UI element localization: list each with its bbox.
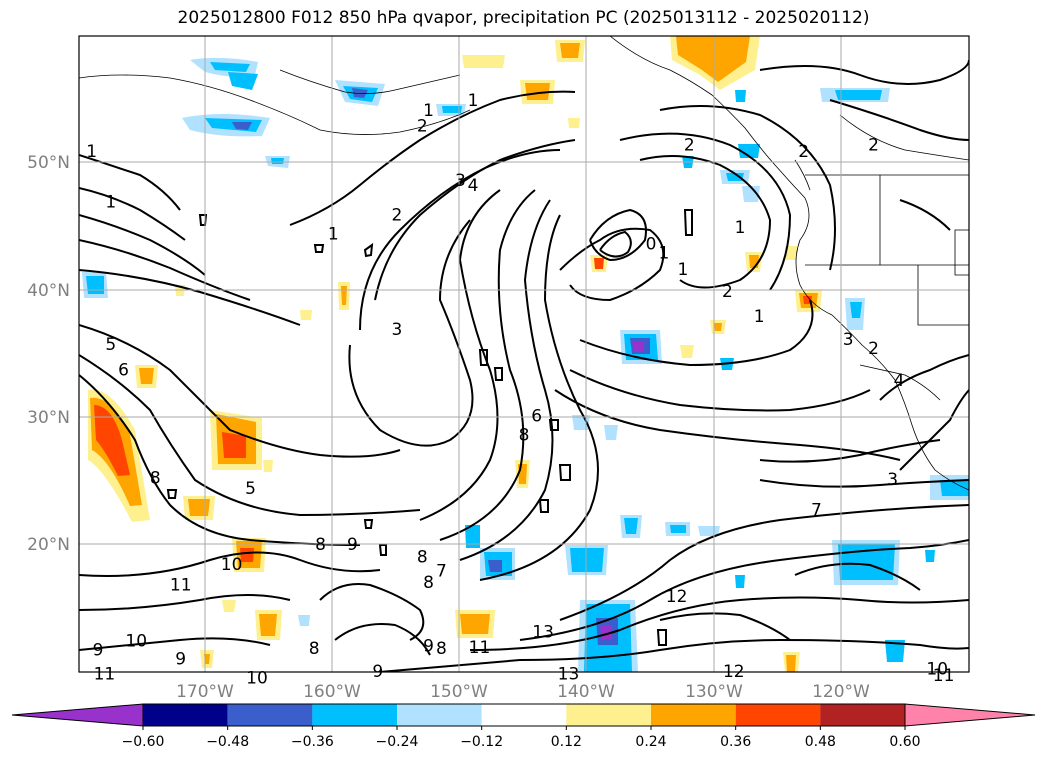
lat-label-40n: 40°N [27, 281, 70, 301]
lon-label-130w: 130°W [685, 682, 743, 702]
contour-label: 6 [118, 361, 129, 381]
lon-label-120w: 120°W [812, 682, 870, 702]
lon-label-150w: 150°W [430, 682, 488, 702]
contour-label: 3 [843, 330, 854, 350]
contour-label: 13 [558, 665, 580, 685]
colorbar-segment [566, 704, 651, 726]
coastlines [79, 36, 969, 491]
colorbar-tick-label: 0.60 [889, 734, 920, 750]
lon-label-140w: 140°W [557, 682, 615, 702]
colorbar-tick-label: −0.12 [460, 734, 503, 750]
longitude-labels: 170°W 160°W 150°W 140°W 130°W 120°W [176, 682, 870, 702]
contour-label: 1 [423, 101, 434, 121]
contour-label: 1 [735, 218, 746, 238]
lat-label-50n: 50°N [27, 153, 70, 173]
contour-label: 9 [93, 641, 104, 661]
contour-label: 12 [666, 587, 688, 607]
contour-label: 8 [519, 426, 530, 446]
contour-label: 1 [754, 307, 765, 327]
contour-label: 5 [245, 479, 256, 499]
contour-label: 2 [417, 116, 428, 136]
contour-label: 1 [677, 260, 688, 280]
colorbar-tick-label: −0.48 [206, 734, 249, 750]
graticule [79, 36, 969, 672]
colorbar-segment [651, 704, 736, 726]
contour-label: 0 [646, 235, 657, 255]
contour-label: 1 [328, 225, 339, 245]
contour-label: 3 [887, 470, 898, 490]
contour-label: 1 [105, 193, 116, 213]
contour-label: 10 [221, 555, 243, 575]
colorbar-segment [143, 704, 228, 726]
contour-label: 8 [309, 639, 320, 659]
colorbar-tick-label: −0.60 [122, 734, 165, 750]
contour-label: 7 [811, 501, 822, 521]
contour-label: 2 [868, 136, 879, 156]
contour-label: 3 [455, 171, 466, 191]
contour-label: 11 [170, 576, 192, 596]
contour-label: 2 [798, 142, 809, 162]
colorbar: −0.60 −0.48 −0.36 −0.24 −0.12 0.12 0.24 0.36 0.4… [11, 703, 1036, 750]
contour-label: 11 [933, 666, 955, 686]
contour-label: 1 [658, 244, 669, 264]
colorbar-segment [820, 704, 905, 726]
contour-label: 11 [94, 665, 116, 685]
contour-label: 2 [868, 339, 879, 359]
contour-label: 9 [347, 535, 358, 555]
contour-label: 8 [150, 469, 161, 489]
contour-label: 3 [391, 320, 402, 340]
contour-label: 8 [417, 548, 428, 568]
qvapor-contours [79, 59, 969, 672]
colorbar-segment [227, 704, 313, 726]
contour-label: 9 [423, 637, 434, 657]
contour-label: 2 [684, 136, 695, 156]
colorbar-segment [397, 704, 482, 726]
colorbar-segment [735, 704, 821, 726]
contour-label: 7 [436, 562, 447, 582]
map-title: 2025012800 F012 850 hPa qvapor, precipit… [177, 8, 870, 28]
contour-label: 8 [436, 639, 447, 659]
contour-label: 10 [246, 668, 268, 688]
contour-label: 1 [86, 142, 97, 162]
contour-label: 8 [423, 573, 434, 593]
contour-label: 6 [531, 406, 542, 426]
contour-label: 11 [469, 638, 491, 658]
contour-label: 10 [125, 632, 147, 652]
colorbar-tick-label: 0.12 [551, 734, 582, 750]
colorbar-extend-min [11, 703, 144, 727]
plot-frame [78, 35, 970, 673]
colorbar-tick-label: 0.24 [635, 734, 666, 750]
colorbar-tick-label: −0.36 [291, 734, 334, 750]
lat-label-30n: 30°N [27, 408, 70, 428]
contour-label: 4 [468, 176, 479, 196]
colorbar-tick-label: −0.24 [376, 734, 419, 750]
colorbar-segment [481, 704, 567, 726]
small-contours [166, 209, 693, 646]
contour-label: 2 [722, 282, 733, 302]
colorbar-segment [312, 704, 397, 726]
contour-label: 1 [468, 91, 479, 111]
contour-label: 4 [894, 371, 905, 391]
contour-label: 8 [315, 535, 326, 555]
colorbar-tick-label: 0.48 [805, 734, 836, 750]
contour-label: 5 [105, 335, 116, 355]
lon-label-170w: 170°W [176, 682, 234, 702]
colorbar-extend-max [904, 703, 1036, 727]
lat-label-20n: 20°N [27, 535, 70, 555]
colorbar-outline [142, 703, 906, 727]
contour-label: 10 [926, 660, 948, 680]
lon-label-160w: 160°W [303, 682, 361, 702]
contour-label: 9 [175, 649, 186, 669]
colorbar-tick-label: 0.36 [720, 734, 751, 750]
latitude-labels: 50°N 40°N 30°N 20°N [27, 153, 70, 555]
contour-label: 2 [391, 205, 402, 225]
contour-label: 13 [532, 623, 554, 643]
